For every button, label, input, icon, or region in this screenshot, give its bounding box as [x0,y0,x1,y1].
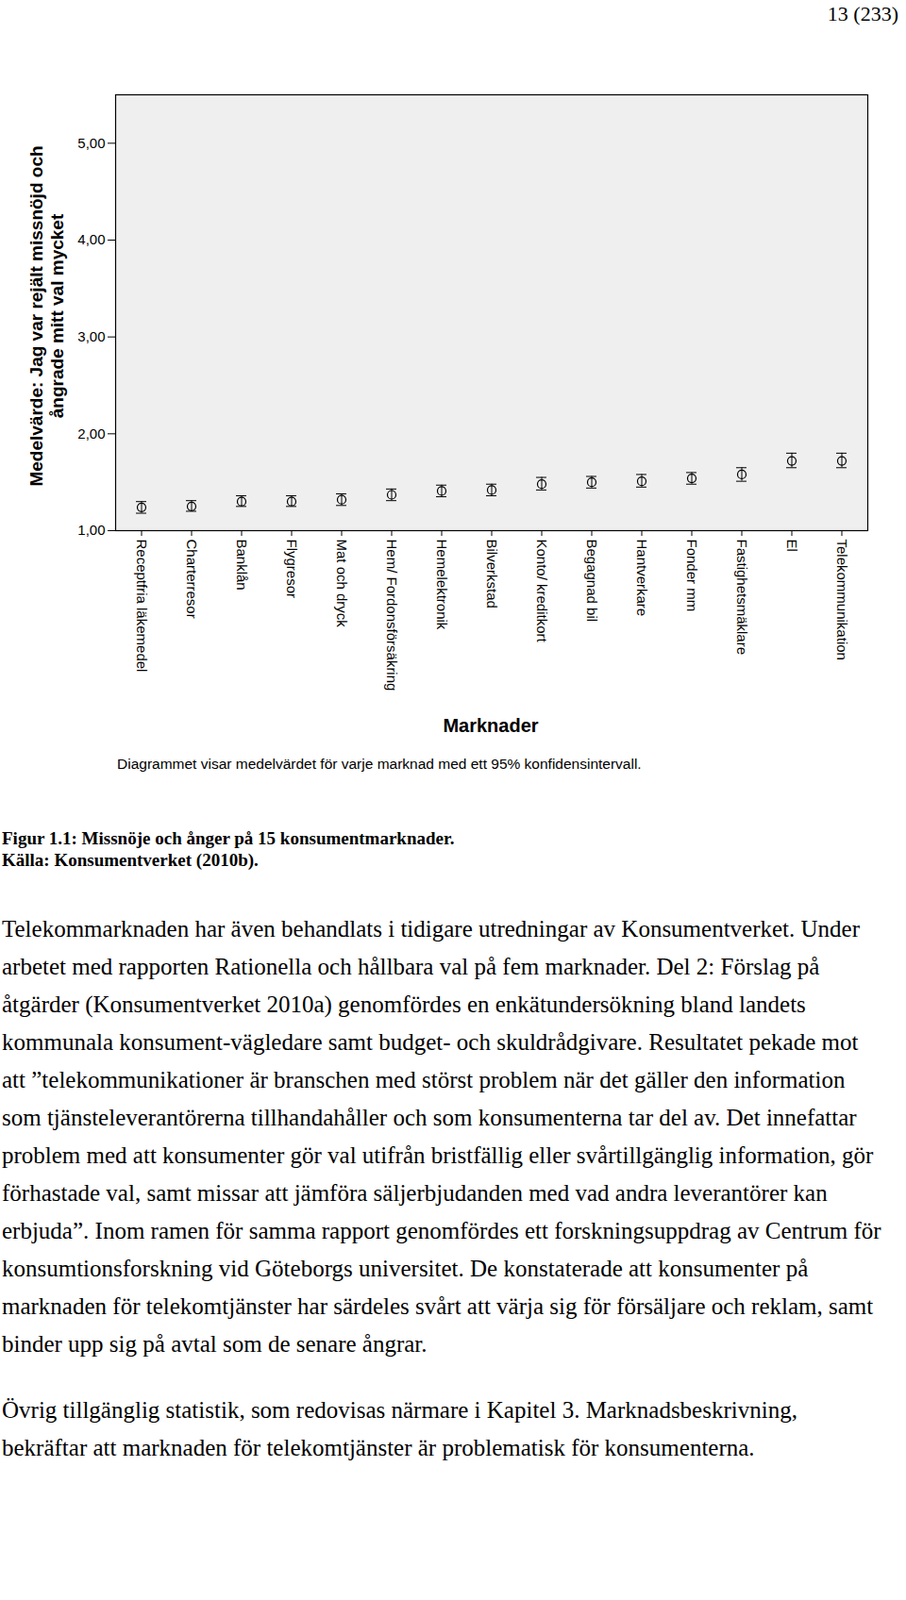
svg-text:Konto/ kreditkort: Konto/ kreditkort [534,539,551,644]
html-text:13 (233): 13 (233) [827,1,899,26]
svg-text:Bilverkstad: Bilverkstad [484,539,501,609]
svg-text:3,00: 3,00 [77,328,105,345]
svg-text:4,00: 4,00 [77,231,105,248]
html-text:Övrig tillgänglig statistik, s: Övrig tillgänglig statistik, som redovis… [1,1397,798,1461]
html-text:Källa: Konsumentverket (2010b): Källa: Konsumentverket (2010b). [1,850,259,871]
svg-text:Fonder mm: Fonder mm [684,539,701,613]
svg-text:El: El [784,539,801,553]
svg-text:Receptfria läkemedel: Receptfria läkemedel [134,539,151,673]
svg-text:5,00: 5,00 [77,134,105,151]
svg-text:Hantverkare: Hantverkare [634,539,651,618]
svg-text:Banklån: Banklån [234,539,251,591]
html-text:Figur 1.1: Missnöje och ånger: Figur 1.1: Missnöje och ånger på 15 kons… [1,828,455,849]
svg-text:Telekommunikation: Telekommunikation [834,539,851,661]
svg-text:Fastighetsmäklare: Fastighetsmäklare [734,539,751,656]
svg-text:Flygresor: Flygresor [284,539,301,600]
svg-text:Hem/ Fordonsförsäkring: Hem/ Fordonsförsäkring [384,539,401,692]
html-text:Marknader: Marknader [442,715,539,737]
svg-text:1,00: 1,00 [77,521,105,538]
svg-text:Hemelektronik: Hemelektronik [434,539,451,631]
html-text:Medelvärde: Jag var rejält mis: Medelvärde: Jag var rejält missnöjd och … [26,145,68,487]
svg-text:2,00: 2,00 [77,425,105,442]
svg-text:Begagnad bil: Begagnad bil [584,539,601,623]
html-text:Diagrammet visar medelvärdet f: Diagrammet visar medelvärdet för varje m… [117,755,642,772]
svg-text:Mat och dryck: Mat och dryck [334,539,351,629]
html-text:Telekommarknaden har även beha: Telekommarknaden har även behandlats i t… [1,916,882,1358]
svg-text:Charterresor: Charterresor [184,539,201,620]
